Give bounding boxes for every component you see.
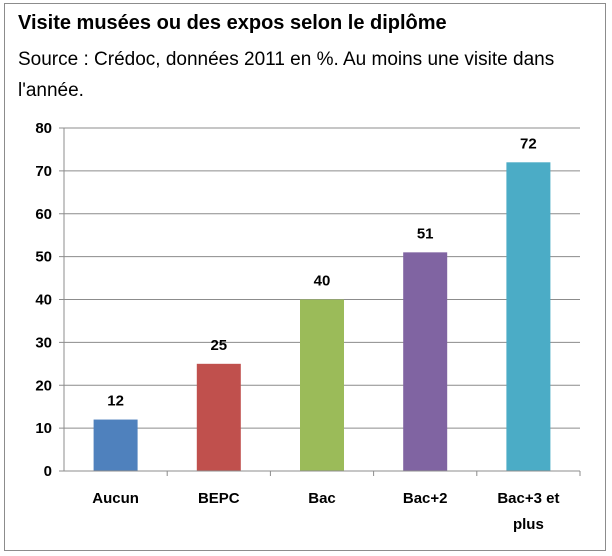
y-axis: 0 10 20 30 40 50 60 70 80	[35, 120, 65, 480]
data-label: 40	[314, 273, 331, 290]
data-label: 12	[107, 393, 124, 410]
x-tick-label: Bac	[308, 490, 336, 507]
x-tick-label: Bac+2	[403, 490, 448, 507]
y-tick-label: 40	[35, 292, 52, 309]
y-tick-label: 10	[35, 420, 52, 437]
data-label: 72	[520, 135, 537, 152]
bar-bac	[300, 299, 344, 471]
x-tick-label: Bac+3 et plus	[497, 490, 559, 533]
chart-subtitle: Source : Crédoc, données 2011 en %. Au m…	[18, 49, 555, 101]
data-label: 25	[210, 337, 227, 354]
x-tick-label: Aucun	[92, 490, 139, 507]
y-tick-label: 20	[35, 377, 52, 394]
y-tick-label: 80	[35, 120, 52, 137]
y-tick-label: 70	[35, 163, 52, 180]
x-axis: Aucun BEPC Bac Bac+2 Bac+3 et plus	[64, 470, 581, 533]
x-tick-label: BEPC	[198, 490, 240, 507]
y-tick-label: 60	[35, 206, 52, 223]
bar-bac-3-et-plus	[506, 162, 551, 472]
data-labels: 12 25 40 51 72	[107, 135, 536, 409]
bars	[93, 162, 551, 472]
chart-title: Visite musées ou des expos selon le dipl…	[18, 12, 447, 34]
bar-bac-2	[403, 252, 448, 471]
y-tick-label: 50	[35, 249, 52, 266]
bar-bepc	[196, 363, 241, 471]
y-tick-label: 30	[35, 334, 52, 351]
y-tick-label: 0	[44, 463, 52, 480]
data-label: 51	[417, 225, 434, 242]
bar-aucun	[93, 419, 138, 471]
